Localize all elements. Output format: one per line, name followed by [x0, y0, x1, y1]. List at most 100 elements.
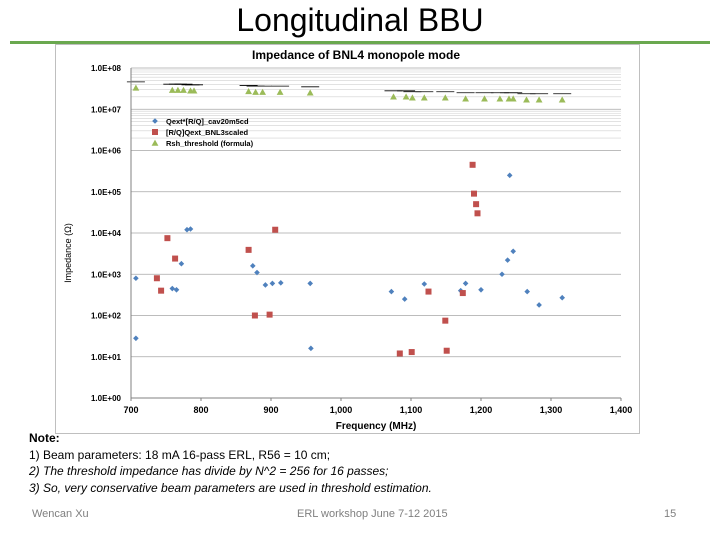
title-divider	[10, 41, 710, 44]
data-point-square	[469, 161, 476, 168]
data-point-diamond	[308, 345, 314, 352]
y-tick-label: 1.0E+02	[91, 312, 122, 321]
series-triangle	[132, 84, 566, 103]
data-point-diamond	[506, 172, 513, 179]
y-tick-label: 1.0E+03	[91, 270, 122, 279]
data-point-triangle	[174, 86, 182, 93]
y-tick-label: 1.0E+08	[91, 64, 122, 73]
data-point-square	[443, 347, 450, 354]
data-point-diamond	[269, 280, 276, 287]
y-axis-label: Impedance (Ω)	[63, 223, 73, 283]
data-point-square	[408, 349, 415, 356]
data-point-square	[473, 201, 480, 208]
footer-author: Wencan Xu	[32, 508, 89, 520]
data-point-diamond	[388, 288, 395, 295]
legend-label: [R/Q]Qext_BNL3scaled	[166, 128, 249, 137]
y-tick-label: 1.0E+06	[91, 147, 122, 156]
data-point-diamond	[504, 257, 511, 263]
data-point-diamond	[421, 281, 428, 287]
data-point-diamond	[499, 271, 505, 278]
x-tick-label: 1,400	[610, 405, 633, 415]
note-line-2: 2) The threshold impedance has divide by…	[29, 464, 389, 478]
data-points	[132, 84, 566, 357]
x-tick-label: 900	[263, 405, 278, 415]
footer-event: ERL workshop June 7-12 2015	[297, 508, 448, 520]
chart-title: Impedance of BNL4 monopole mode	[252, 48, 460, 62]
data-point-triangle	[441, 94, 449, 101]
footer-page-number: 15	[664, 508, 677, 520]
legend-label: Qext*[R/Q]_cav20m5cd	[166, 117, 249, 126]
tick-labels: 1.0E+00 1.0E+01 1.0E+02 1.0E+03 1.0E+04 1.0E+…	[91, 64, 632, 415]
data-point-diamond	[169, 285, 176, 292]
data-point-triangle	[190, 87, 198, 94]
x-tick-label: 1,200	[470, 405, 493, 415]
data-point-triangle	[420, 94, 428, 101]
legend-label: Rsh_threshold (formula)	[166, 139, 254, 148]
data-point-triangle	[535, 96, 543, 103]
data-point-diamond	[510, 248, 516, 255]
data-point-diamond	[401, 296, 408, 302]
data-point-square	[459, 290, 466, 297]
data-point-diamond	[262, 282, 269, 288]
data-point-diamond	[559, 294, 565, 301]
data-point-triangle	[259, 88, 266, 95]
data-point-diamond	[250, 263, 256, 269]
series-square	[153, 161, 481, 357]
axes	[130, 68, 621, 399]
data-point-diamond	[187, 226, 194, 232]
legend-marker-diamond	[152, 118, 158, 124]
data-point-triangle	[523, 96, 530, 103]
data-point-square	[245, 246, 252, 253]
note-line-1: 1) Beam parameters: 18 mA 16-pass ERL, R…	[29, 447, 331, 462]
threshold-trend-lines	[126, 81, 572, 95]
data-point-square	[266, 311, 273, 318]
x-tick-label: 700	[123, 405, 138, 415]
y-tick-label: 1.0E+07	[91, 105, 122, 114]
notes: Note: 1) Beam parameters: 18 mA 16-pass …	[29, 430, 549, 496]
notes-title: Note:	[29, 431, 60, 445]
legend-marker-square	[152, 129, 158, 135]
x-tick-label: 1,100	[400, 405, 423, 415]
data-point-triangle	[496, 95, 504, 102]
data-point-triangle	[168, 86, 176, 93]
slide-title: Longitudinal BBU	[236, 2, 484, 38]
data-point-square	[396, 350, 403, 357]
data-point-diamond	[536, 302, 542, 308]
data-point-triangle	[409, 94, 416, 101]
x-tick-label: 1,000	[330, 405, 353, 415]
data-point-square	[153, 275, 160, 282]
data-point-diamond	[278, 280, 284, 286]
data-point-diamond	[178, 260, 185, 267]
data-point-triangle	[558, 96, 566, 103]
data-point-square	[425, 288, 432, 295]
data-point-square	[164, 235, 171, 242]
data-point-triangle	[245, 88, 252, 95]
grid-lines	[131, 67, 621, 358]
data-point-triangle	[509, 95, 517, 102]
data-point-diamond	[524, 288, 530, 295]
y-tick-label: 1.0E+04	[91, 229, 122, 238]
data-point-triangle	[390, 93, 397, 100]
y-tick-label: 1.0E+01	[91, 353, 122, 362]
data-point-triangle	[402, 93, 410, 100]
legend: Qext*[R/Q]_cav20m5cd [R/Q]Qext_BNL3scaled…	[151, 117, 254, 148]
data-point-square	[272, 226, 279, 233]
x-axis-label: Frequency (MHz)	[336, 421, 417, 432]
data-point-triangle	[180, 86, 187, 93]
data-point-triangle	[481, 95, 488, 102]
series-diamond	[133, 172, 565, 352]
data-point-triangle	[462, 95, 469, 102]
note-line-3: 3) So, very conservative beam parameters…	[29, 480, 432, 495]
data-point-square	[474, 210, 481, 217]
data-point-diamond	[462, 280, 469, 287]
data-point-diamond	[173, 286, 180, 293]
data-point-square	[158, 287, 165, 294]
legend-marker-triangle	[151, 139, 159, 146]
data-point-square	[172, 255, 179, 262]
data-point-triangle	[306, 89, 314, 96]
data-point-square	[471, 190, 477, 197]
data-point-diamond	[307, 280, 313, 287]
x-tick-label: 800	[193, 405, 208, 415]
data-point-square	[442, 317, 449, 324]
